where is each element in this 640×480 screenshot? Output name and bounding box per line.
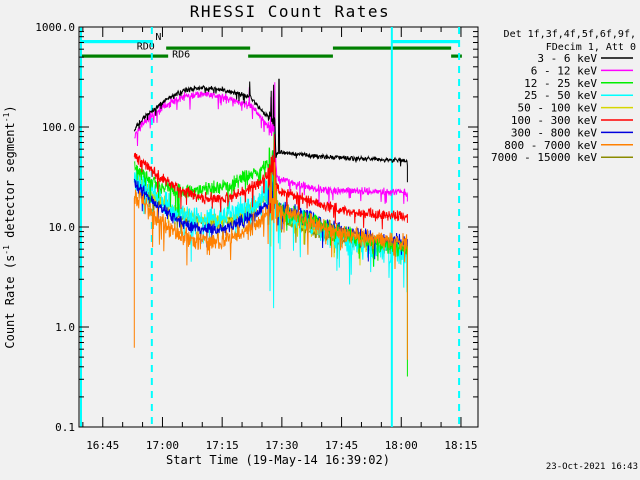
y-axis-label: Count Rate (s-1 detector segment-1) bbox=[2, 105, 17, 348]
axis-tick-labels: 16:45 17:00 17:15 17:30 17:45 18:00 18:15 1000.… bbox=[35, 21, 477, 452]
legend-detectors-line: Det 1f,3f,4f,5f,6f,9f, bbox=[504, 29, 636, 40]
flag-bar-rd0 bbox=[166, 46, 251, 50]
legend-label-800-7000keV: 800 - 7000 keV bbox=[504, 139, 597, 152]
plot-creation-timestamp: 23-Oct-2021 16:43 bbox=[546, 462, 638, 472]
x-tick-label: 17:00 bbox=[146, 439, 179, 452]
flag-bar-n bbox=[391, 40, 460, 44]
x-tick-label: 17:15 bbox=[206, 439, 239, 452]
series-line-800-7000keV bbox=[133, 162, 408, 360]
series-lines bbox=[133, 78, 408, 377]
axis-ticks bbox=[79, 26, 478, 428]
x-tick-label: 18:15 bbox=[444, 439, 477, 452]
y-tick-label: 1000.0 bbox=[35, 21, 75, 34]
legend-decim-att-line: FDecim 1, Att 0 bbox=[546, 42, 636, 53]
x-axis-label: Start Time (19-May-14 16:39:02) bbox=[166, 453, 390, 467]
flag-label-rd0: RD0 bbox=[137, 42, 155, 53]
series-line-3-6keV bbox=[133, 78, 408, 183]
y-tick-label: 100.0 bbox=[42, 121, 75, 134]
legend-label-300-800keV: 300 - 800 keV bbox=[511, 126, 597, 139]
flag-bar-n bbox=[80, 40, 152, 44]
x-tick-label: 17:45 bbox=[325, 439, 358, 452]
flag-bar-rd6 bbox=[248, 54, 333, 58]
legend-label-3-6keV: 3 - 6 keV bbox=[537, 52, 597, 65]
x-tick-label: 17:30 bbox=[265, 439, 298, 452]
legend-label-7000-15000keV: 7000 - 15000 keV bbox=[491, 151, 597, 164]
flag-label-rd6: RD6 bbox=[172, 50, 190, 61]
legend-label-50-100keV: 50 - 100 keV bbox=[518, 102, 598, 115]
x-tick-label: 18:00 bbox=[385, 439, 418, 452]
flag-bar-rd6 bbox=[451, 54, 462, 58]
legend-label-6-12keV: 6 - 12 keV bbox=[531, 64, 598, 77]
flag-bar-rd6 bbox=[80, 54, 169, 58]
x-tick-label: 16:45 bbox=[86, 439, 119, 452]
y-tick-label: 10.0 bbox=[49, 221, 76, 234]
legend-label-25-50keV: 25 - 50 keV bbox=[524, 89, 597, 102]
chart-title: RHESSI Count Rates bbox=[190, 2, 390, 21]
y-tick-label: 0.1 bbox=[55, 421, 75, 434]
legend-label-100-300keV: 100 - 300 keV bbox=[511, 114, 597, 127]
flag-label-n: N bbox=[155, 32, 161, 43]
y-tick-label: 1.0 bbox=[55, 321, 75, 334]
legend-label-12-25keV: 12 - 25 keV bbox=[524, 77, 597, 90]
